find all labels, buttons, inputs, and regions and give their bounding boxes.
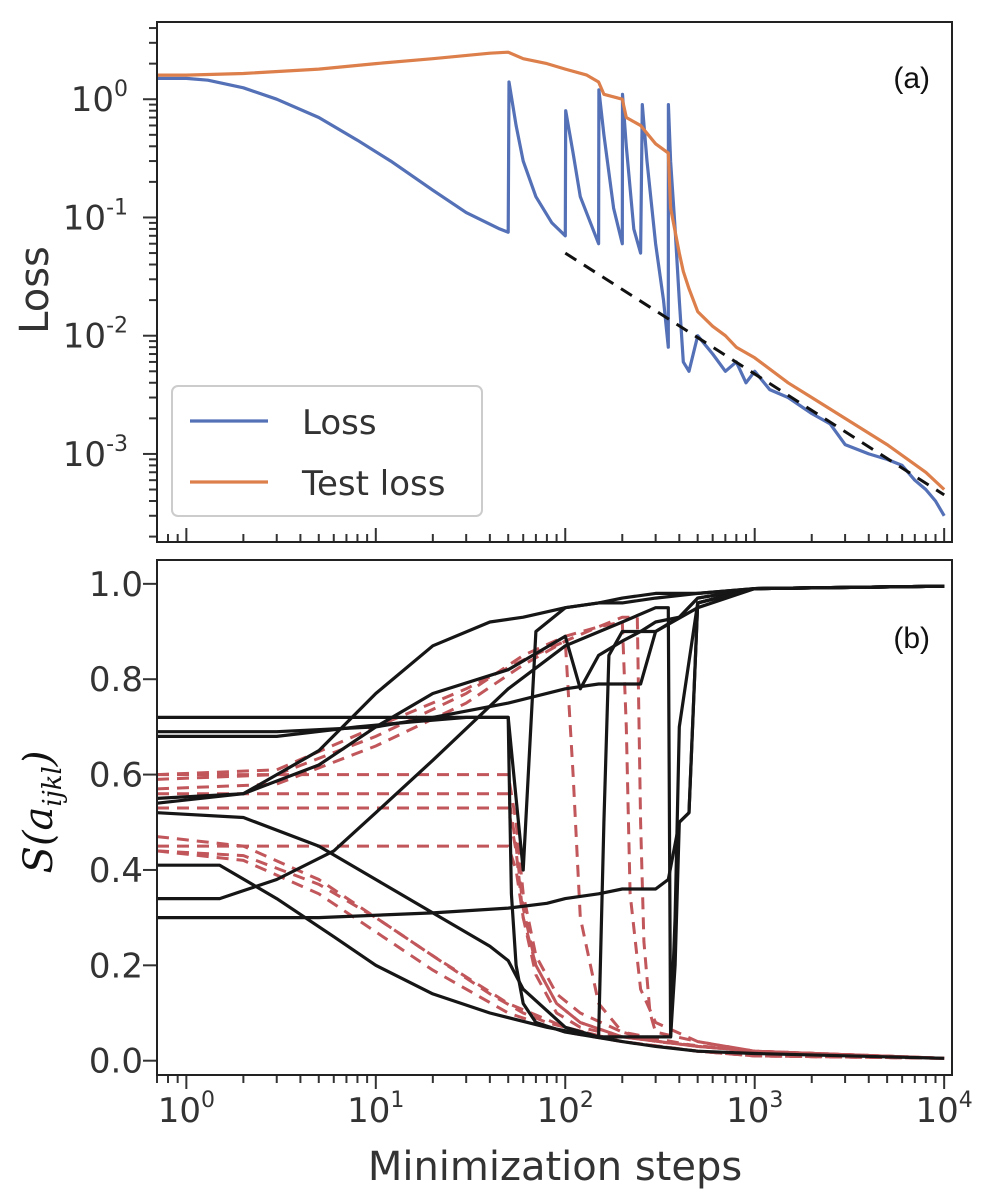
y-tick-label: 0.2 — [89, 946, 143, 986]
panel-b-ylabel: S(aijkl) — [16, 751, 68, 874]
black-curve — [157, 584, 945, 734]
y-tick-label: 10-2 — [63, 314, 128, 357]
power-law-fit-line — [564, 251, 946, 497]
panel-b-frame — [156, 559, 953, 1076]
x-tick-label: 102 — [537, 1088, 594, 1131]
y-tick-label: 0.4 — [89, 851, 143, 891]
black-curve — [157, 584, 945, 920]
y-tick-label: 0.8 — [89, 660, 143, 700]
y-tick-label: 0.0 — [89, 1042, 143, 1082]
legend-test-loss-label: Test loss — [301, 464, 445, 504]
x-tick-label: 104 — [916, 1088, 973, 1131]
panel-a-frame — [156, 21, 953, 543]
panel-a-label: (a) — [893, 62, 930, 95]
legend-loss-label: Loss — [302, 403, 377, 443]
x-tick-label: 100 — [158, 1088, 215, 1131]
panel-a: 100 10-1 10-2 10-3 Loss (a) Loss Test loss — [12, 21, 953, 543]
red-dashed-curve — [157, 792, 945, 1060]
x-axis-title: Minimization steps — [368, 1144, 742, 1190]
x-tick-label: 101 — [347, 1088, 404, 1131]
y-tick-label: 100 — [71, 77, 128, 120]
panel-a-ytick-labels: 100 10-1 10-2 10-3 — [63, 77, 128, 475]
legend: Loss Test loss — [171, 385, 483, 517]
loss-line — [157, 76, 946, 517]
panel-a-lines — [157, 50, 946, 517]
panel-b-label: (b) — [893, 622, 930, 655]
red-dashed-curve — [156, 835, 945, 1060]
panel-a-ticks — [143, 27, 946, 542]
red-dashed-curve — [156, 638, 945, 1060]
black-curve — [157, 584, 945, 1039]
black-curve — [156, 584, 945, 800]
y-tick-label: 0.6 — [89, 756, 143, 796]
panel-a-ylabel: Loss — [12, 246, 58, 334]
x-tick-label: 103 — [726, 1088, 783, 1131]
black-curve — [156, 584, 945, 1039]
panel-b-ytick-labels: 0.0 0.2 0.4 0.6 0.8 1.0 — [89, 565, 143, 1082]
y-tick-label: 1.0 — [89, 565, 143, 605]
y-tick-label: 10-1 — [63, 195, 128, 238]
panel-b-xtick-labels: 100 101 102 103 104 — [158, 1088, 973, 1131]
black-curve — [157, 715, 945, 1060]
y-tick-label: 10-3 — [63, 432, 128, 475]
black-curve — [157, 584, 945, 872]
panel-b: 0.0 0.2 0.4 0.6 0.8 1.0 100 101 102 103 104 S(aij… — [16, 559, 973, 1190]
panel-b-lines — [156, 584, 945, 1060]
panel-b-ticks — [143, 582, 946, 1089]
test-loss-line — [157, 50, 946, 491]
black-curve — [157, 584, 945, 1039]
